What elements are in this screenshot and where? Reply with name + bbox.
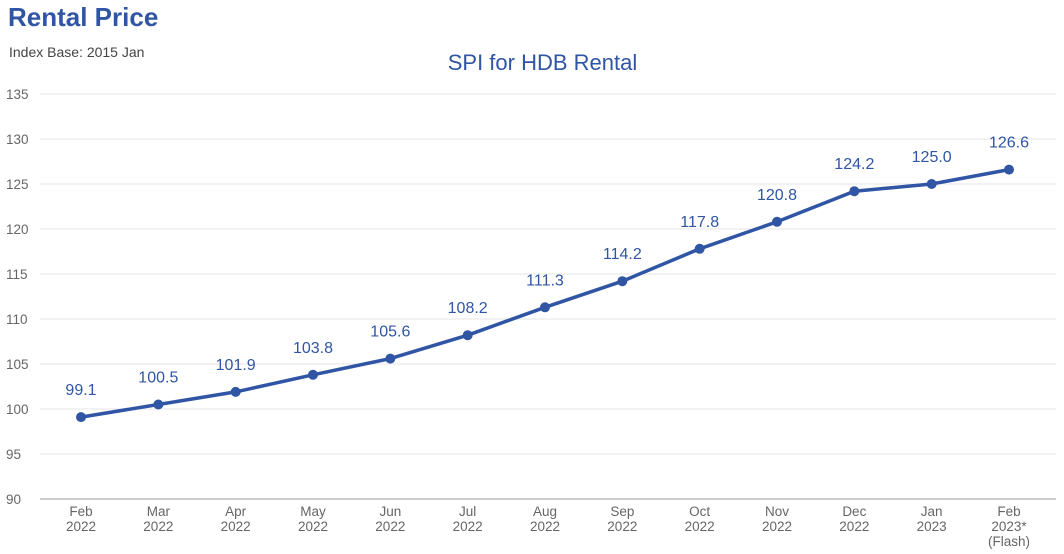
x-tick-label: Sep 2022 [607,504,637,534]
data-point [76,412,86,423]
x-tick-label: May 2022 [298,504,328,534]
data-point [772,216,782,227]
gridlines [40,93,1056,500]
y-tick-label: 105 [6,357,29,372]
x-axis: Feb 2022 Mar 2022 Apr 2022 May 2022 Jun 2022 Jul 20… [66,504,1030,549]
data-label: 105.6 [370,324,410,341]
x-tick-label: Aug 2022 [530,504,560,534]
y-tick-label: 90 [6,492,21,507]
x-tick-label: Jun 2022 [375,504,405,534]
data-label: 108.2 [448,300,488,317]
y-tick-label: 100 [6,402,29,417]
series: 99.1 100.5 101.9 103.8 105.6 108.2 111.3 114.2 1… [65,135,1029,423]
data-label: 99.1 [65,382,96,399]
data-label: 117.8 [680,214,719,231]
data-point [230,386,241,397]
data-point [540,302,550,313]
data-point [385,353,396,364]
data-point [153,399,164,410]
data-label: 120.8 [757,187,797,204]
x-tick-label: Feb 2022 [66,504,96,534]
data-label: 103.8 [293,340,333,357]
x-tick-label: Nov 2022 [762,504,792,534]
data-point [1004,164,1014,175]
data-label: 126.6 [989,135,1029,152]
x-tick-label: Mar 2022 [143,504,173,534]
data-label: 125.0 [912,149,952,166]
data-point [462,330,473,341]
y-tick-label: 110 [6,312,28,327]
data-point [617,276,628,287]
x-tick-label: Jan 2023 [917,504,947,534]
x-tick-label: Feb 2023* (Flash) [988,504,1030,549]
y-tick-label: 95 [6,447,21,462]
x-tick-label: Oct 2022 [685,504,715,534]
x-tick-label: Apr 2022 [221,504,251,534]
data-label: 114.2 [603,246,642,263]
y-tick-label: 135 [6,87,29,102]
index-base-subtitle: Index Base: 2015 Jan [9,44,145,60]
y-tick-label: 115 [6,267,28,282]
x-tick-label: Dec 2022 [839,504,869,534]
data-point [926,179,937,189]
data-label: 100.5 [138,370,178,387]
data-point [694,243,705,254]
y-tick-label: 120 [6,222,29,237]
y-tick-label: 130 [6,132,29,147]
data-point [849,186,860,197]
data-point [308,369,318,380]
page-title: Rental Price [8,2,159,32]
y-axis: 90 95 100 105 110 115 120 125 130 135 [6,87,29,507]
y-tick-label: 125 [6,177,29,192]
data-label: 101.9 [216,357,256,374]
series-line [79,167,1011,419]
x-tick-label: Jul 2022 [453,504,483,534]
chart-title: SPI for HDB Rental [447,50,638,75]
data-label: 124.2 [834,156,874,173]
data-label: 111.3 [526,272,564,289]
